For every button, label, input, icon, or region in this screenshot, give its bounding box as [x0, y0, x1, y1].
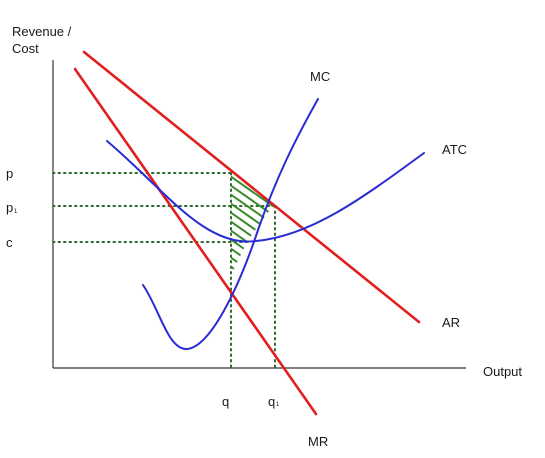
curve-label-atc: ATC [442, 142, 467, 157]
quantity-label-q1: q [268, 394, 275, 409]
atc-curve [106, 140, 425, 243]
y-axis-label-line2: Cost [12, 41, 39, 56]
curve-label-mr: MR [308, 434, 328, 449]
curve-label-mc: MC [310, 69, 330, 84]
price-label-p: p [6, 166, 13, 181]
ar-curve [82, 50, 421, 324]
mc-curve [142, 98, 319, 351]
revenue-curves [73, 50, 421, 416]
cost-curves [106, 98, 425, 351]
quantity-label-q: q [222, 394, 229, 409]
mr-curve [73, 67, 318, 416]
price-label-p1-subscript: 1 [14, 209, 18, 215]
price-label-c: c [6, 235, 13, 250]
x-axis-label: Output [483, 364, 522, 379]
curve-label-ar: AR [442, 315, 460, 330]
quantity-label-q1-subscript: 1 [276, 402, 280, 408]
y-axis-label-line1: Revenue / [12, 24, 72, 39]
price-label-p1: p [6, 200, 13, 215]
axes [52, 60, 466, 369]
